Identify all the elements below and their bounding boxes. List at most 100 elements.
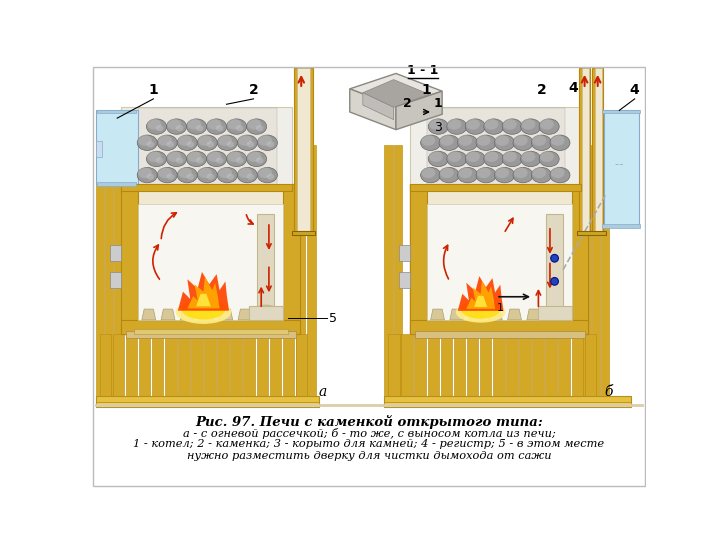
Ellipse shape: [166, 119, 186, 134]
Bar: [559, 334, 570, 404]
Ellipse shape: [257, 135, 277, 151]
Ellipse shape: [485, 119, 498, 130]
Bar: [204, 334, 216, 404]
Text: 4: 4: [568, 81, 578, 95]
Bar: [126, 334, 138, 404]
Ellipse shape: [484, 119, 504, 134]
Bar: [296, 334, 307, 404]
Bar: [152, 334, 163, 404]
Ellipse shape: [521, 151, 535, 162]
Ellipse shape: [540, 119, 554, 130]
Ellipse shape: [439, 167, 459, 183]
Text: 1: 1: [434, 98, 443, 110]
Bar: [532, 334, 544, 404]
Ellipse shape: [429, 119, 443, 130]
Ellipse shape: [186, 141, 194, 147]
Ellipse shape: [216, 157, 223, 163]
Ellipse shape: [448, 151, 462, 162]
Bar: [604, 110, 639, 226]
Ellipse shape: [207, 141, 215, 147]
Bar: [121, 320, 300, 334]
Bar: [134, 329, 288, 334]
Ellipse shape: [181, 299, 225, 319]
Polygon shape: [187, 277, 220, 309]
Ellipse shape: [207, 119, 221, 130]
Bar: [415, 332, 585, 338]
Bar: [270, 334, 282, 404]
Ellipse shape: [156, 125, 163, 131]
Ellipse shape: [266, 174, 274, 180]
Bar: [399, 272, 410, 288]
Ellipse shape: [440, 135, 454, 146]
Bar: [112, 334, 124, 404]
Ellipse shape: [448, 119, 462, 130]
Bar: [384, 396, 631, 407]
Ellipse shape: [207, 151, 221, 162]
Ellipse shape: [514, 135, 528, 146]
Bar: [217, 334, 229, 404]
Polygon shape: [251, 305, 282, 316]
Ellipse shape: [186, 151, 207, 167]
Ellipse shape: [156, 157, 163, 163]
Bar: [249, 306, 283, 320]
Bar: [121, 184, 300, 334]
Ellipse shape: [257, 167, 277, 183]
Ellipse shape: [459, 135, 472, 146]
Ellipse shape: [258, 167, 272, 178]
Text: 1: 1: [148, 83, 158, 96]
Ellipse shape: [207, 151, 227, 167]
Bar: [178, 334, 189, 404]
Ellipse shape: [148, 151, 161, 162]
Bar: [96, 145, 104, 407]
Bar: [121, 184, 138, 334]
Ellipse shape: [207, 119, 227, 134]
Polygon shape: [180, 309, 194, 320]
Ellipse shape: [187, 151, 201, 162]
Text: a: a: [318, 385, 326, 399]
Bar: [294, 68, 312, 233]
Ellipse shape: [420, 135, 441, 151]
Bar: [454, 334, 465, 404]
Polygon shape: [363, 79, 429, 107]
Bar: [427, 204, 572, 320]
Bar: [577, 231, 606, 235]
Bar: [138, 204, 283, 320]
Bar: [384, 145, 393, 407]
Text: 1 - котел; 2 - каменка; 3 - корыто для камней; 4 - регистр; 5 - в этом месте: 1 - котел; 2 - каменка; 3 - корыто для к…: [133, 439, 605, 449]
Bar: [297, 68, 310, 233]
Bar: [138, 108, 276, 185]
Ellipse shape: [485, 151, 498, 162]
Ellipse shape: [457, 167, 477, 183]
Ellipse shape: [238, 167, 257, 183]
Ellipse shape: [521, 119, 535, 130]
Ellipse shape: [495, 167, 515, 183]
Bar: [467, 334, 478, 404]
Ellipse shape: [457, 135, 477, 151]
Ellipse shape: [256, 157, 264, 163]
Bar: [96, 141, 102, 157]
Ellipse shape: [459, 167, 472, 178]
Ellipse shape: [465, 119, 485, 134]
Ellipse shape: [503, 119, 522, 134]
Ellipse shape: [256, 125, 264, 131]
Bar: [283, 334, 294, 404]
Ellipse shape: [217, 135, 238, 151]
Text: 1: 1: [422, 83, 431, 96]
Bar: [165, 334, 176, 404]
Ellipse shape: [176, 300, 231, 324]
Ellipse shape: [166, 141, 174, 147]
Polygon shape: [431, 309, 444, 320]
Text: б: б: [604, 385, 612, 399]
Bar: [538, 306, 572, 320]
Bar: [230, 334, 242, 404]
Ellipse shape: [167, 119, 181, 130]
Polygon shape: [196, 294, 211, 306]
Ellipse shape: [539, 119, 559, 134]
Ellipse shape: [476, 167, 496, 183]
Ellipse shape: [514, 167, 528, 178]
Ellipse shape: [148, 119, 161, 130]
Ellipse shape: [157, 167, 177, 183]
Text: Рис. 97. Печи с каменкой открытого типа:: Рис. 97. Печи с каменкой открытого типа:: [195, 415, 543, 429]
Bar: [257, 214, 274, 315]
Ellipse shape: [551, 277, 559, 285]
